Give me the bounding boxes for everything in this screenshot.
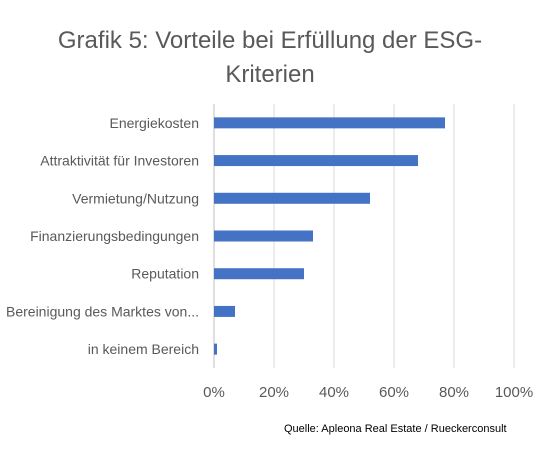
chart-title: Grafik 5: Vorteile bei Erfüllung der ESG…	[57, 27, 483, 88]
bar	[214, 343, 217, 355]
bar	[214, 192, 370, 204]
source-note: Quelle: Apleona Real Estate / Rueckercon…	[284, 423, 507, 435]
category-label: Vermietung/Nutzung	[72, 190, 199, 206]
bar	[214, 117, 445, 129]
x-tick-label: 60%	[379, 384, 409, 401]
category-label: Energiekosten	[109, 115, 199, 131]
category-label: in keinem Bereich	[88, 341, 199, 357]
x-tick-label: 0%	[203, 384, 225, 401]
category-label: Attraktivität für Investoren	[40, 153, 199, 169]
bar	[214, 305, 235, 317]
x-tick-label: 80%	[439, 384, 469, 401]
bars	[214, 117, 445, 355]
x-axis-ticks: 0% 20% 40% 60% 80% 100%	[203, 384, 533, 401]
category-labels: Energiekosten Attraktivität für Investore…	[6, 115, 199, 357]
category-label: Bereinigung des Marktes von...	[6, 303, 199, 319]
bar	[214, 230, 313, 242]
bar	[214, 155, 418, 167]
bar	[214, 268, 304, 280]
x-tick-label: 40%	[319, 384, 349, 401]
category-label: Reputation	[131, 266, 199, 282]
category-label: Finanzierungsbedingungen	[30, 228, 199, 244]
x-tick-label: 20%	[259, 384, 289, 401]
x-tick-label: 100%	[495, 384, 533, 401]
